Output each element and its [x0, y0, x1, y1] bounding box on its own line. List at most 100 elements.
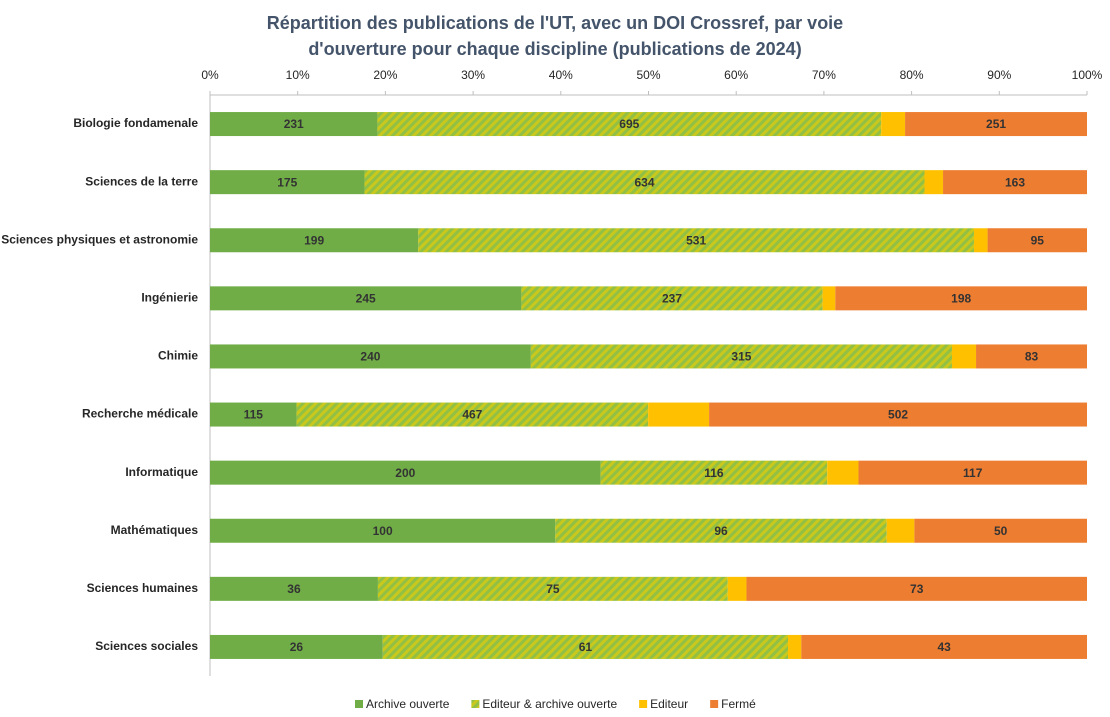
y-tick-label: Informatique: [125, 465, 198, 479]
bar-segment: [210, 402, 297, 427]
data-label: 315: [731, 350, 751, 364]
chart-title: Répartition des publications de l'UT, av…: [267, 13, 843, 59]
data-label: 237: [662, 292, 682, 306]
legend-label: Editeur & archive ouverte: [482, 697, 617, 711]
legend-label: Fermé: [721, 697, 756, 711]
bar-segment: [973, 228, 988, 253]
x-tick-label: 40%: [549, 68, 573, 82]
bar-segment: [905, 112, 1087, 137]
bar-segment: [210, 170, 365, 195]
data-label: 231: [284, 117, 304, 131]
legend-label: Archive ouverte: [366, 697, 450, 711]
y-tick-label: Biologie fondamenale: [73, 116, 198, 130]
bar-segment: [418, 228, 974, 253]
data-label: 163: [1005, 175, 1025, 189]
data-label: 240: [360, 350, 380, 364]
data-label: 61: [579, 640, 593, 654]
bar-segment: [530, 344, 952, 369]
data-label: 199: [304, 233, 324, 247]
data-label: 200: [395, 466, 415, 480]
y-tick-label: Recherche médicale: [82, 407, 198, 421]
data-label: 73: [910, 582, 924, 596]
bar-segment: [709, 402, 1087, 427]
data-label: 100: [373, 524, 393, 538]
bar-segment: [377, 112, 882, 137]
bar-segment: [746, 576, 1087, 601]
legend-swatch: [355, 700, 363, 708]
bar-segment: [881, 112, 906, 137]
x-tick-label: 30%: [461, 68, 485, 82]
bar-segment: [210, 460, 601, 485]
bar-segment: [382, 634, 789, 659]
bar-segment: [210, 518, 556, 543]
bar-segment: [210, 112, 378, 137]
data-label: 26: [290, 640, 304, 654]
bar-segment: [858, 460, 1087, 485]
bar-segment: [835, 286, 1087, 311]
data-label: 251: [986, 117, 1006, 131]
bar-segment: [914, 518, 1087, 543]
bar-segment: [943, 170, 1087, 195]
x-tick-label: 0%: [201, 68, 219, 82]
y-tick-label: Ingénierie: [141, 291, 198, 305]
bar-segment: [801, 634, 1087, 659]
data-label: 116: [704, 466, 724, 480]
data-label: 96: [714, 524, 728, 538]
data-label: 50: [994, 524, 1008, 538]
x-tick-label: 80%: [900, 68, 924, 82]
bar-segment: [364, 170, 925, 195]
x-tick-label: 90%: [987, 68, 1011, 82]
bar-segment: [210, 576, 378, 601]
bar-segment: [210, 634, 383, 659]
bar-segment: [210, 228, 419, 253]
legend-swatch: [639, 700, 648, 708]
data-label: 83: [1025, 350, 1039, 364]
bar-segment: [951, 344, 977, 369]
data-label: 117: [963, 466, 983, 480]
x-tick-label: 50%: [636, 68, 660, 82]
data-label: 695: [619, 117, 639, 131]
bar-segment: [788, 634, 802, 659]
data-label: 75: [546, 582, 560, 596]
bar-segment: [521, 286, 823, 311]
bar-segment: [822, 286, 836, 311]
data-label: 95: [1031, 233, 1045, 247]
data-label: 502: [888, 408, 908, 422]
data-label: 531: [686, 233, 706, 247]
x-tick-label: 10%: [286, 68, 310, 82]
data-label: 198: [951, 292, 971, 306]
bar-segment: [377, 576, 728, 601]
data-label: 36: [287, 582, 301, 596]
data-label: 245: [356, 292, 376, 306]
data-label: 634: [635, 175, 655, 189]
bar-segment: [210, 344, 531, 369]
bar-segment: [827, 460, 859, 485]
bar-segment: [296, 402, 649, 427]
legend-swatch: [471, 700, 480, 708]
bar-segment: [600, 460, 828, 485]
bar-segment: [648, 402, 710, 427]
y-tick-label: Sciences sociales: [95, 639, 198, 653]
data-label: 175: [277, 175, 297, 189]
bar-segment: [987, 228, 1087, 253]
data-label: 115: [244, 408, 264, 422]
bar-segment: [210, 286, 522, 311]
x-tick-label: 20%: [373, 68, 397, 82]
data-label: 467: [462, 408, 482, 422]
bar-segment: [886, 518, 915, 543]
y-tick-label: Mathématiques: [111, 523, 199, 537]
bar-segment: [924, 170, 944, 195]
bar-segment: [555, 518, 887, 543]
y-tick-label: Sciences de la terre: [85, 174, 198, 188]
data-label: 43: [937, 640, 951, 654]
x-tick-label: 70%: [812, 68, 836, 82]
y-tick-label: Sciences physiques et astronomie: [1, 232, 198, 246]
legend-label: Editeur: [650, 697, 688, 711]
y-tick-label: Chimie: [158, 349, 198, 363]
y-tick-label: Sciences humaines: [87, 581, 199, 595]
bar-segment: [976, 344, 1087, 369]
legend-swatch: [710, 700, 719, 708]
x-tick-label: 60%: [724, 68, 748, 82]
